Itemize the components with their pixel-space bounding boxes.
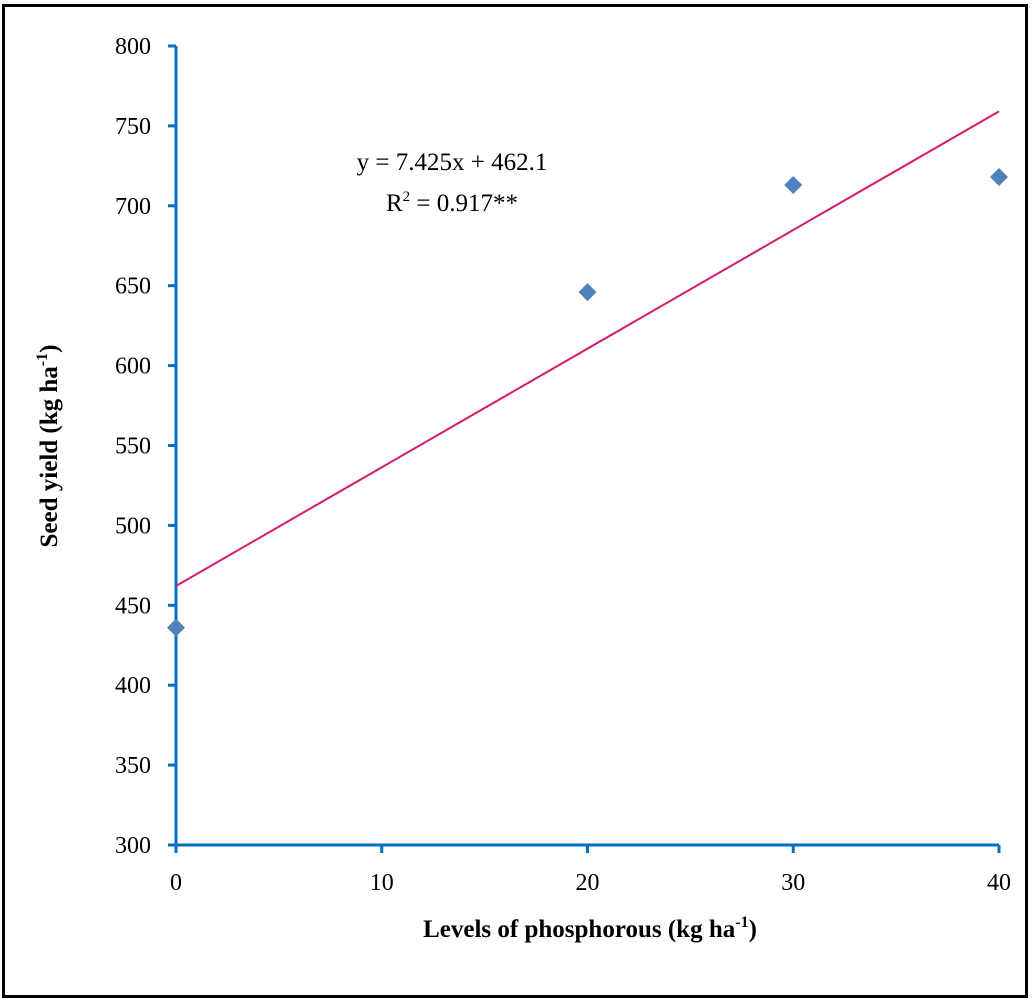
data-point xyxy=(167,618,185,637)
trendline-group xyxy=(175,110,1000,587)
data-point xyxy=(990,168,1008,187)
trendline xyxy=(175,110,1000,587)
x-tick-label: 10 xyxy=(370,870,394,896)
y-tick-label: 650 xyxy=(115,274,151,300)
y-tick-label: 450 xyxy=(115,593,151,619)
y-tick-label: 500 xyxy=(115,513,151,539)
y-tick-label: 750 xyxy=(115,114,151,140)
y-tick-label: 600 xyxy=(115,354,151,380)
x-tick-label: 40 xyxy=(987,870,1011,896)
equation-label: y = 7.425x + 462.1 xyxy=(357,149,548,176)
r-squared-label: R2 = 0.917** xyxy=(386,189,518,217)
axes xyxy=(174,46,999,847)
y-tick-label: 800 xyxy=(115,34,151,60)
y-tick-label: 700 xyxy=(115,194,151,220)
y-axis-title: Seed yield (kg ha-1) xyxy=(34,345,63,548)
data-points xyxy=(167,168,1008,637)
y-tick-label: 350 xyxy=(115,753,151,779)
y-tick-label: 300 xyxy=(115,833,151,859)
x-tick-label: 30 xyxy=(781,870,805,896)
data-point xyxy=(784,176,803,195)
x-axis-title: Levels of phosphorous (kg ha-1) xyxy=(423,914,757,943)
y-tick-label: 400 xyxy=(115,673,151,699)
ticks: 300 350 400 450 500 550 600 650 700 750 800 0 10 20 30… xyxy=(115,34,1011,896)
y-tick-label: 550 xyxy=(115,434,151,460)
x-tick-label: 20 xyxy=(576,870,600,896)
chart-frame xyxy=(2,4,1028,998)
x-tick-label: 0 xyxy=(170,870,182,896)
data-point xyxy=(578,283,597,302)
